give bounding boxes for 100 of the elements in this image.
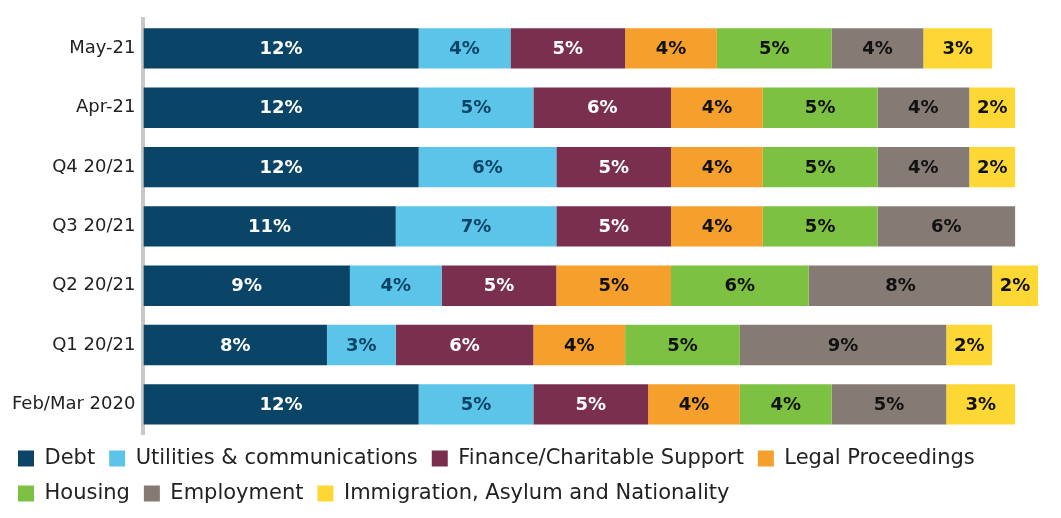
data-label: 8% <box>885 274 916 296</box>
y-tick-label: Q2 20/21 <box>52 273 136 295</box>
data-label: 5% <box>598 155 629 177</box>
legend-label: Employment <box>170 479 304 504</box>
bar <box>762 206 878 247</box>
bar <box>533 384 649 425</box>
data-label: 4% <box>655 37 687 59</box>
data-label: 5% <box>804 155 836 177</box>
data-label: 3% <box>942 37 974 59</box>
bar <box>556 146 672 188</box>
bar <box>877 87 970 128</box>
data-label: 4% <box>862 37 893 59</box>
data-label: 2% <box>953 333 985 355</box>
bar <box>671 146 763 188</box>
data-label: 5% <box>575 393 607 415</box>
bar <box>418 146 557 188</box>
bar <box>143 87 419 128</box>
bar <box>808 265 993 306</box>
y-tick-label: Q1 20/21 <box>52 332 136 354</box>
data-label: 2% <box>976 155 1008 177</box>
bar <box>762 87 878 128</box>
data-label: 6% <box>931 215 962 237</box>
data-label: 4% <box>908 155 939 177</box>
data-label: 2% <box>976 96 1008 118</box>
legend-label: Legal Proceedings <box>784 444 975 469</box>
data-label: 4% <box>770 393 802 415</box>
data-label: 2% <box>999 274 1031 296</box>
data-label: 6% <box>586 96 618 118</box>
bar <box>326 324 396 366</box>
data-label: 5% <box>552 37 584 59</box>
data-label: 4% <box>701 215 733 237</box>
data-label: 5% <box>598 215 629 237</box>
data-label: 12% <box>259 393 303 415</box>
bar <box>556 265 672 306</box>
bar <box>418 384 534 425</box>
bar <box>143 28 419 69</box>
data-label: 7% <box>460 215 492 237</box>
data-label: 5% <box>483 274 515 296</box>
data-label: 5% <box>460 393 492 415</box>
bar <box>923 28 993 69</box>
bar <box>143 146 419 188</box>
data-label: 4% <box>908 96 939 118</box>
bar <box>831 384 947 425</box>
legend-label: Immigration, Asylum and Nationality <box>343 479 730 504</box>
bar <box>533 324 626 366</box>
data-label: 3% <box>965 393 996 415</box>
y-tick-label: Q4 20/21 <box>52 154 136 176</box>
data-label: 6% <box>724 274 756 296</box>
data-label: 12% <box>259 96 303 118</box>
data-label: 5% <box>598 274 629 296</box>
data-label: 11% <box>248 215 292 237</box>
bar <box>349 265 442 306</box>
legend-label: Debt <box>44 444 96 469</box>
y-tick-label: Apr-21 <box>76 95 136 117</box>
bar <box>625 28 717 69</box>
bar <box>143 384 419 425</box>
data-label: 5% <box>873 393 905 415</box>
data-label: 4% <box>449 37 480 59</box>
bar <box>418 87 534 128</box>
bar <box>877 146 970 188</box>
data-label: 5% <box>804 215 836 237</box>
data-label: 5% <box>667 333 698 355</box>
bar <box>831 28 924 69</box>
bar <box>762 146 878 188</box>
bar <box>143 265 350 306</box>
data-label: 9% <box>827 333 859 355</box>
data-label: 6% <box>449 333 480 355</box>
data-label: 12% <box>259 37 303 59</box>
bar <box>739 384 832 425</box>
bar <box>716 28 832 69</box>
data-label: 4% <box>701 96 733 118</box>
bar <box>418 28 511 69</box>
legend-label: Housing <box>44 479 130 504</box>
data-label: 6% <box>472 155 503 177</box>
bar <box>510 28 626 69</box>
bar <box>625 324 740 366</box>
bar <box>648 384 740 425</box>
bar <box>441 265 557 306</box>
bar <box>877 206 1016 247</box>
data-label: 4% <box>678 393 710 415</box>
data-label: 4% <box>563 333 595 355</box>
bar <box>143 206 396 247</box>
bar <box>143 324 327 366</box>
y-tick-label: Q3 20/21 <box>52 214 136 236</box>
bar <box>533 87 672 128</box>
y-tick-label: May-21 <box>69 36 136 58</box>
bar <box>671 87 763 128</box>
data-label: 5% <box>460 96 492 118</box>
data-label: 4% <box>380 274 412 296</box>
bar <box>739 324 947 366</box>
data-label: 12% <box>259 155 303 177</box>
bar <box>946 384 1016 425</box>
legend-label: Finance/Charitable Support <box>458 444 744 469</box>
bar <box>671 265 809 306</box>
data-label: 8% <box>219 333 251 355</box>
bar <box>556 206 672 247</box>
bar <box>395 206 557 247</box>
data-label: 5% <box>758 37 790 59</box>
data-label: 4% <box>701 155 733 177</box>
data-label: 5% <box>804 96 836 118</box>
